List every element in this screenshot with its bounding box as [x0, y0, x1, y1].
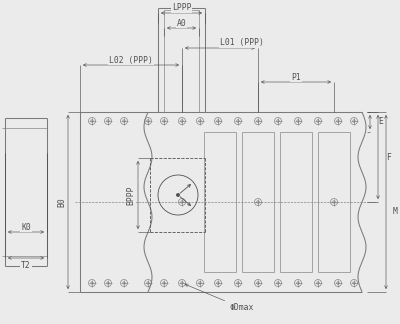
- Text: ΦDmax: ΦDmax: [185, 284, 254, 313]
- Text: BPPP: BPPP: [126, 185, 136, 205]
- Text: E: E: [378, 118, 383, 126]
- Text: P1: P1: [291, 73, 301, 82]
- Text: T2: T2: [21, 260, 31, 270]
- Text: K0: K0: [21, 223, 31, 232]
- Text: L02 (PPP): L02 (PPP): [109, 55, 153, 64]
- Text: B0: B0: [58, 197, 66, 207]
- Circle shape: [176, 193, 180, 196]
- Text: M: M: [393, 207, 398, 216]
- Text: F: F: [386, 153, 391, 161]
- Text: LPPP: LPPP: [172, 4, 191, 13]
- Text: L01 (PPP): L01 (PPP): [220, 39, 264, 48]
- Text: A0: A0: [177, 18, 186, 28]
